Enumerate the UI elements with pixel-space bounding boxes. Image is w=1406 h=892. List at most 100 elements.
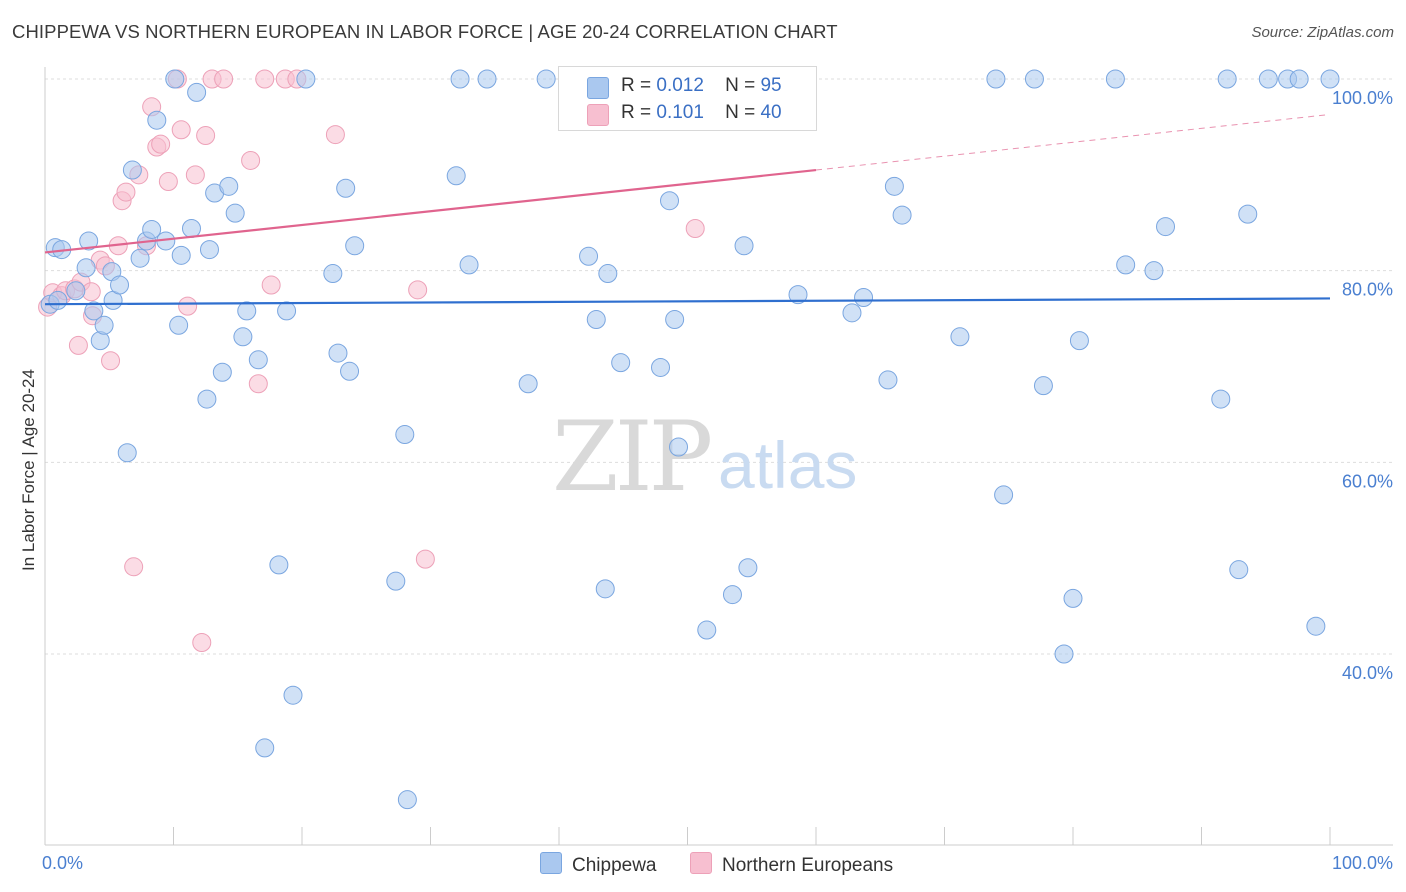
point-chippewa xyxy=(110,275,130,295)
point-chippewa xyxy=(345,236,365,256)
point-chippewa xyxy=(651,357,671,377)
point-northern-europeans xyxy=(261,275,281,295)
trend-line-chippewa xyxy=(44,297,1331,306)
point-northern-europeans xyxy=(415,549,435,569)
point-chippewa xyxy=(665,310,685,330)
series-northern-europeans xyxy=(38,69,705,652)
point-chippewa xyxy=(1306,616,1326,636)
point-chippewa xyxy=(269,555,289,575)
point-chippewa xyxy=(884,176,904,196)
legend-n-label: N = xyxy=(725,102,756,123)
point-chippewa xyxy=(171,245,191,265)
point-northern-europeans xyxy=(68,335,88,355)
point-chippewa xyxy=(842,303,862,323)
point-chippewa xyxy=(323,264,343,284)
legend-swatch-northern-europeans xyxy=(587,104,609,126)
point-chippewa xyxy=(340,361,360,381)
point-chippewa xyxy=(165,69,185,89)
point-chippewa xyxy=(1144,261,1164,281)
legend-n-value: 40 xyxy=(760,102,782,123)
axes xyxy=(44,67,1393,846)
point-chippewa xyxy=(854,288,874,307)
point-chippewa xyxy=(994,485,1014,505)
legend-r-label: R = xyxy=(621,102,652,123)
watermark-atlas: atlas xyxy=(718,428,857,502)
point-chippewa xyxy=(595,579,615,599)
point-chippewa xyxy=(79,231,99,251)
point-northern-europeans xyxy=(255,69,275,89)
trend-lines xyxy=(44,113,1331,306)
point-chippewa xyxy=(169,315,189,335)
x-tick-label: 100.0% xyxy=(1332,853,1393,873)
point-chippewa xyxy=(336,178,356,198)
point-chippewa xyxy=(1320,69,1340,89)
point-chippewa xyxy=(66,281,86,301)
point-chippewa xyxy=(986,69,1006,89)
watermark-zip: ZIP xyxy=(552,401,711,513)
point-northern-europeans xyxy=(151,134,171,154)
point-chippewa xyxy=(611,353,631,373)
bottom-legend-northern-europeans: Northern Europeans xyxy=(690,852,893,877)
legend-r-label: R = xyxy=(621,75,652,96)
point-northern-europeans xyxy=(101,351,121,371)
point-chippewa xyxy=(219,176,239,196)
point-chippewa xyxy=(1024,69,1044,89)
trend-line-northern-europeans-extension xyxy=(815,113,1331,171)
point-chippewa xyxy=(328,343,348,363)
x-tick-label: 0.0% xyxy=(42,853,83,873)
y-tick-label: 80.0% xyxy=(1342,280,1393,300)
point-chippewa xyxy=(660,191,680,211)
series-chippewa xyxy=(40,69,1340,810)
stats-legend: R = 0.012 N = 95 R = 0.101 N = 40 xyxy=(558,66,817,131)
point-chippewa xyxy=(1105,69,1125,89)
point-chippewa xyxy=(248,350,268,370)
legend-n-value: 95 xyxy=(760,75,782,96)
bottom-legend-swatch-chippewa xyxy=(540,852,562,874)
point-chippewa xyxy=(84,301,104,321)
point-chippewa xyxy=(477,69,497,89)
point-chippewa xyxy=(187,82,207,102)
legend-swatch-chippewa xyxy=(587,77,609,99)
chart-source: Source: ZipAtlas.com xyxy=(1251,24,1394,41)
bottom-legend-label-chippewa: Chippewa xyxy=(572,855,657,876)
point-chippewa xyxy=(212,362,232,382)
point-chippewa xyxy=(296,69,316,89)
legend-r-value: 0.101 xyxy=(656,102,704,123)
point-chippewa xyxy=(450,69,470,89)
point-chippewa xyxy=(892,205,912,225)
point-chippewa xyxy=(233,327,253,347)
point-chippewa xyxy=(598,264,618,284)
watermark: ZIP atlas xyxy=(552,401,857,513)
point-chippewa xyxy=(669,437,689,457)
point-chippewa xyxy=(1063,588,1083,608)
point-northern-europeans xyxy=(178,296,198,316)
trend-line-northern-europeans xyxy=(44,168,817,254)
point-chippewa xyxy=(142,219,162,239)
y-tick-label: 40.0% xyxy=(1342,663,1393,683)
point-chippewa xyxy=(130,248,150,268)
point-northern-europeans xyxy=(171,120,191,140)
point-chippewa xyxy=(147,110,167,130)
point-northern-europeans xyxy=(408,280,428,300)
point-chippewa xyxy=(181,219,201,238)
point-chippewa xyxy=(518,374,538,394)
point-chippewa xyxy=(950,327,970,347)
point-northern-europeans xyxy=(214,69,234,89)
point-chippewa xyxy=(197,389,217,409)
point-chippewa xyxy=(1217,69,1237,89)
point-northern-europeans xyxy=(241,150,261,170)
point-northern-europeans xyxy=(124,557,144,577)
point-chippewa xyxy=(397,790,417,810)
bottom-legend-chippewa: Chippewa xyxy=(540,852,657,877)
point-chippewa xyxy=(1033,376,1053,396)
point-chippewa xyxy=(788,285,808,305)
point-chippewa xyxy=(1211,389,1231,409)
point-northern-europeans xyxy=(116,182,136,202)
chart-title: CHIPPEWA VS NORTHERN EUROPEAN IN LABOR F… xyxy=(12,21,838,42)
y-tick-label: 60.0% xyxy=(1342,471,1393,491)
point-chippewa xyxy=(122,160,142,180)
point-chippewa xyxy=(536,69,556,89)
y-axis-title: In Labor Force | Age 20-24 xyxy=(19,369,38,571)
point-chippewa xyxy=(697,620,717,640)
